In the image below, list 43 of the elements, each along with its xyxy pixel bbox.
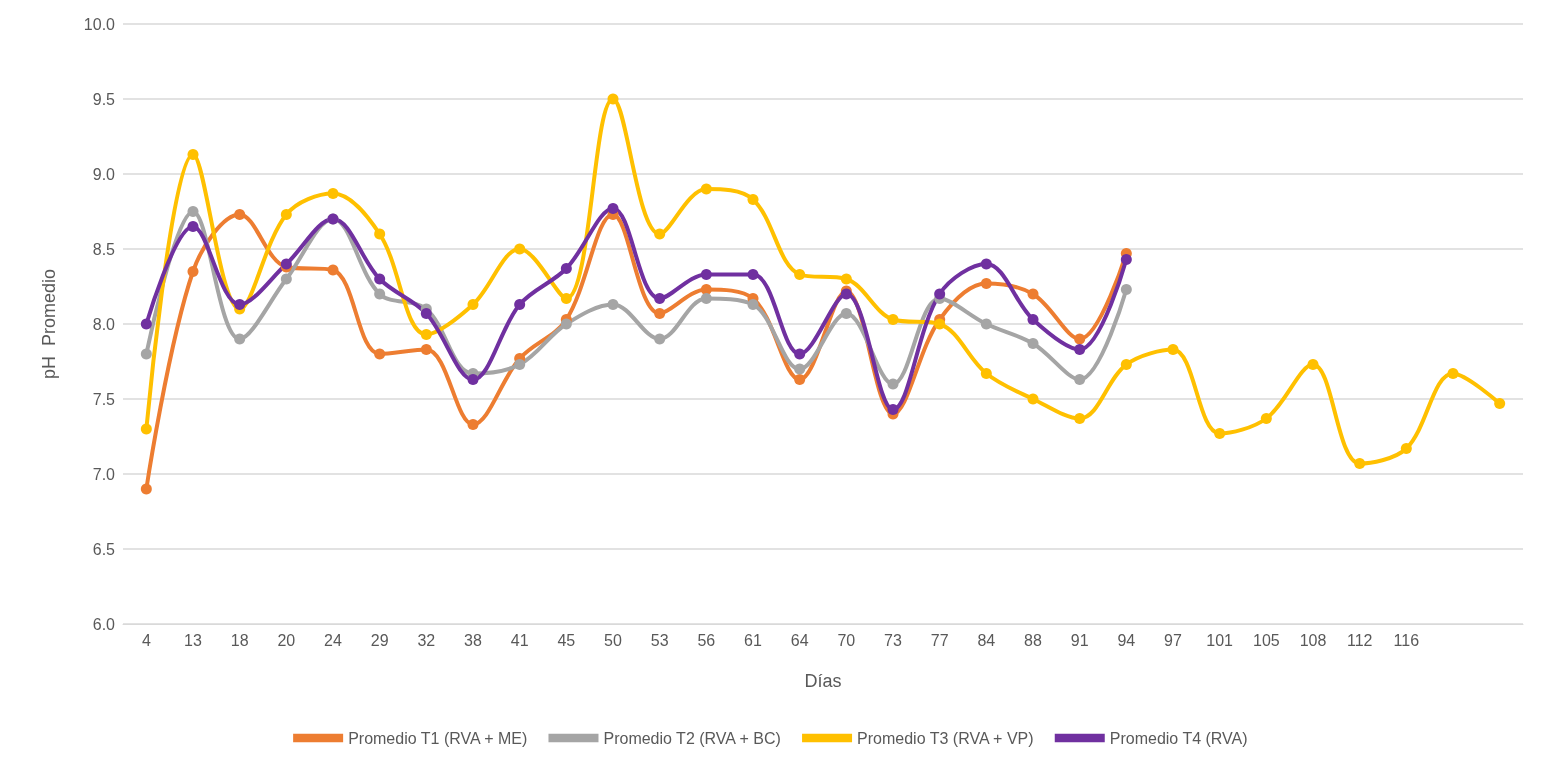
x-tick-label: 61 <box>744 631 762 649</box>
x-tick-label: 20 <box>277 631 296 649</box>
legend-label: Promedio T4 (RVA) <box>1109 729 1248 747</box>
x-tick-label: 53 <box>650 631 669 649</box>
x-tick-label: 24 <box>324 631 342 649</box>
legend-label: Promedio T2 (RVA + BC) <box>603 729 781 747</box>
y-tick-label: 9.0 <box>92 165 116 183</box>
x-tick-label: 18 <box>230 631 249 649</box>
y-tick-label: 10.0 <box>83 15 116 33</box>
y-tick-label: 7.0 <box>92 465 116 483</box>
legend-label: Promedio T1 (RVA + ME) <box>348 729 528 747</box>
x-tick-label: 116 <box>1393 631 1420 649</box>
x-tick-label: 108 <box>1299 631 1327 649</box>
x-axis-title: Días <box>804 671 842 691</box>
x-tick-label: 94 <box>1117 631 1136 649</box>
x-tick-label: 73 <box>884 631 902 649</box>
y-tick-label: 9.5 <box>92 90 116 108</box>
y-tick-label: 7.5 <box>92 390 116 408</box>
x-tick-label: 101 <box>1206 631 1234 649</box>
x-tick-label: 38 <box>464 631 482 649</box>
x-tick-label: 4 <box>141 631 151 649</box>
x-tick-label: 88 <box>1024 631 1042 649</box>
legend-label: Promedio T3 (RVA + VP) <box>857 729 1034 747</box>
y-tick-label: 6.0 <box>92 615 116 633</box>
x-tick-label: 32 <box>417 631 436 649</box>
x-tick-label: 56 <box>697 631 716 649</box>
x-tick-label: 97 <box>1164 631 1182 649</box>
x-tick-label: 13 <box>184 631 202 649</box>
x-tick-label: 91 <box>1070 631 1089 649</box>
y-tick-label: 8.0 <box>92 315 116 333</box>
x-tick-label: 29 <box>370 631 389 649</box>
y-axis-title: pH Promedio <box>39 268 59 380</box>
x-tick-label: 77 <box>930 631 949 649</box>
x-tick-label: 70 <box>837 631 856 649</box>
x-tick-label: 112 <box>1346 631 1373 649</box>
y-tick-label: 6.5 <box>92 540 116 558</box>
x-tick-label: 45 <box>557 631 576 649</box>
x-tick-label: 64 <box>790 631 809 649</box>
x-tick-label: 50 <box>604 631 622 649</box>
x-tick-label: 105 <box>1252 631 1280 649</box>
x-tick-label: 41 <box>510 631 529 649</box>
y-tick-label: 8.5 <box>92 240 116 258</box>
x-tick-label: 84 <box>977 631 996 649</box>
